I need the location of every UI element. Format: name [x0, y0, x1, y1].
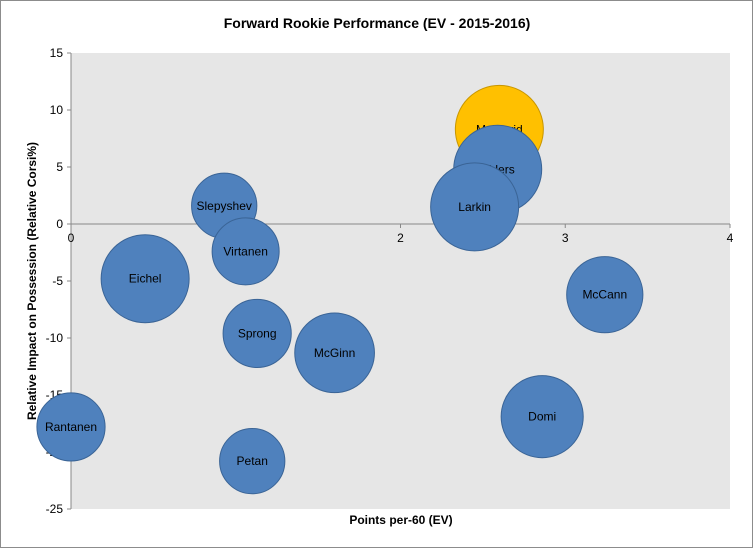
y-axis-label: Relative Impact on Possession (Relative … — [25, 142, 39, 420]
bubble-sprong — [222, 298, 292, 369]
bubble-label-virtanen: Virtanen — [223, 244, 267, 258]
y-tick-label: -25 — [46, 502, 64, 516]
bubble-mcginn — [294, 312, 375, 394]
bubble-domi — [500, 375, 584, 459]
bubble-label-mccann: McCann — [582, 288, 627, 302]
bubble-virtanen — [211, 217, 280, 286]
x-tick-label: 3 — [562, 231, 569, 245]
bubble-label-mcginn: McGinn — [314, 346, 355, 360]
bubble-label-domi: Domi — [528, 410, 556, 424]
chart-title: Forward Rookie Performance (EV - 2015-20… — [224, 15, 531, 31]
x-tick-label: 2 — [397, 231, 404, 245]
bubble-mccann — [566, 256, 644, 334]
bubble-label-petan: Petan — [237, 454, 268, 468]
bubble-label-slepyshev: Slepyshev — [197, 199, 252, 213]
y-tick-label: -5 — [52, 274, 63, 288]
y-tick-label: 0 — [56, 217, 63, 231]
bubble-eichel — [100, 234, 190, 324]
bubble-label-larkin: Larkin — [458, 200, 491, 214]
bubble-label-rantanen: Rantanen — [45, 420, 97, 434]
x-tick-label: 4 — [727, 231, 734, 245]
x-tick-label: 0 — [68, 231, 75, 245]
bubble-petan — [219, 427, 286, 495]
bubble-larkin — [430, 162, 520, 252]
y-tick-label: 15 — [50, 46, 64, 60]
bubble-label-sprong: Sprong — [238, 326, 277, 340]
y-tick-label: 10 — [50, 103, 64, 117]
y-tick-label: 5 — [56, 160, 63, 174]
y-tick-label: -10 — [46, 331, 64, 345]
bubble-label-eichel: Eichel — [129, 272, 162, 286]
x-axis-label: Points per-60 (EV) — [349, 513, 452, 527]
bubble-rantanen — [36, 392, 106, 462]
bubbles: McDavidEhlersLarkinSlepyshevVirtanenEich… — [36, 84, 644, 495]
